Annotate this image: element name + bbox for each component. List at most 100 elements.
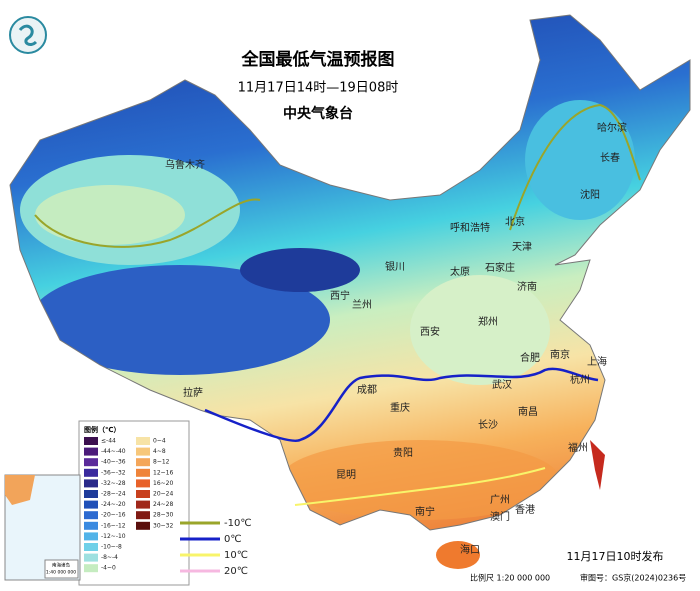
legend-rows: ≤-44 -44~-40 -40~-36 -36~-32 -32~-28 -28~-24 -… — [84, 437, 173, 573]
city-label: 长沙 — [478, 419, 498, 431]
city-label: 哈尔滨 — [597, 121, 627, 134]
legend-title: 图例（℃） — [84, 425, 120, 434]
legend-label: -36~-32 — [101, 469, 126, 476]
city-label: 乌鲁木齐 — [165, 158, 205, 171]
city-label: 昆明 — [336, 469, 356, 481]
city-label: 兰州 — [352, 298, 372, 311]
city-label: 广州 — [490, 494, 510, 506]
city-label: 澳门 — [490, 510, 510, 523]
inset-scale: 1:40 000 000 — [46, 570, 76, 576]
legend-label: -10~-8 — [101, 544, 122, 551]
contour-10 — [294, 467, 546, 506]
city-label: 太原 — [450, 265, 470, 278]
legend-swatch — [84, 437, 98, 445]
legend-label: -4~0 — [101, 565, 116, 572]
legend-label: 30~32 — [153, 522, 173, 529]
city-label: 南昌 — [518, 405, 538, 418]
city-label: 拉萨 — [183, 386, 203, 399]
legend-swatch — [84, 500, 98, 509]
city-label: 海口 — [460, 543, 480, 556]
city-label: 杭州 — [570, 373, 590, 386]
city-label: 香港 — [515, 504, 535, 516]
city-label: 重庆 — [390, 401, 410, 414]
city-label: 石家庄 — [485, 261, 515, 274]
legend-label: -32~-28 — [101, 480, 126, 487]
city-label: 济南 — [517, 280, 537, 293]
release-time: 11月17日10时发布 — [567, 549, 664, 563]
city-label: 西安 — [420, 325, 440, 338]
city-label: 南京 — [550, 348, 570, 361]
legend-swatch — [84, 458, 98, 467]
legend-swatch — [136, 437, 150, 445]
legend-label: 28~30 — [153, 512, 173, 519]
city-label: 银川 — [385, 260, 405, 273]
legend-label: -40~-36 — [101, 459, 126, 466]
contour-label: 20℃ — [224, 566, 248, 577]
city-label: 沈阳 — [580, 188, 600, 201]
legend-swatch — [84, 447, 98, 456]
legend-swatch — [84, 532, 98, 541]
city-label: 南宁 — [415, 505, 435, 518]
city-label: 郑州 — [478, 315, 498, 328]
subtitle: 11月17日14时—19日08时 — [238, 81, 399, 96]
legend-swatch — [84, 511, 98, 520]
taiwan — [590, 440, 605, 490]
city-label: 天津 — [512, 241, 532, 253]
inset: 南海诸岛 1:40 000 000 — [4, 474, 81, 581]
city-label: 呼和浩特 — [450, 222, 490, 234]
city-label: 武汉 — [492, 378, 512, 391]
legend-swatch — [136, 458, 150, 467]
legend-label: 16~20 — [153, 480, 173, 487]
hainan — [436, 541, 480, 569]
legend-label: 0~4 — [153, 438, 166, 445]
legend-swatch — [84, 564, 98, 573]
contour-minus-10 — [34, 103, 641, 248]
legend-label: 24~28 — [153, 501, 173, 508]
legend-label: -8~-4 — [101, 554, 118, 561]
legend-label: 4~8 — [153, 448, 166, 455]
legend-label: 20~24 — [153, 491, 173, 498]
legend-swatch — [136, 479, 150, 488]
legend-label: -16~-12 — [101, 522, 126, 529]
contour-label: 10℃ — [224, 550, 248, 561]
legend-label: -44~-40 — [101, 448, 126, 455]
legend-swatch — [84, 468, 98, 477]
legend-swatch — [84, 521, 98, 530]
legend-swatch — [136, 468, 150, 477]
scale: 比例尺 1:20 000 000 — [470, 573, 550, 583]
city-label: 贵阳 — [393, 446, 413, 459]
inset-title: 南海诸岛 — [52, 562, 70, 569]
city-label: 北京 — [505, 215, 525, 228]
legend-swatch — [136, 500, 150, 509]
legend-swatch — [136, 447, 150, 456]
legend-label: -28~-24 — [101, 491, 126, 498]
legend-swatch — [136, 490, 150, 498]
legend-swatch — [84, 490, 98, 498]
legend-swatch — [136, 511, 150, 520]
city-label: 西宁 — [330, 289, 350, 302]
legend-swatch — [84, 479, 98, 488]
legend-swatch — [84, 543, 98, 551]
legend-label: ≤-44 — [101, 438, 116, 445]
city-label: 长春 — [600, 152, 620, 164]
legend-label: 12~16 — [153, 469, 173, 476]
legend-label: -12~-10 — [101, 533, 126, 540]
issuer: 中央气象台 — [283, 105, 353, 122]
legend-label: -24~-20 — [101, 501, 126, 508]
contour-label: 0℃ — [224, 534, 242, 545]
title: 全国最低气温预报图 — [241, 49, 395, 70]
legend-swatch — [84, 553, 98, 562]
city-label: 合肥 — [520, 351, 540, 364]
approval: 审图号：GS京(2024)0236号 — [580, 573, 686, 583]
legend-label: -20~-16 — [101, 512, 126, 519]
city-label: 福州 — [568, 441, 588, 454]
city-label: 上海 — [587, 355, 607, 368]
emblem — [9, 16, 47, 54]
city-label: 成都 — [357, 384, 377, 396]
legend: 图例（℃） ≤-44 -44~-40 -40~-36 -36~-32 -32~-28 -2… — [78, 420, 190, 586]
contour-label: -10℃ — [224, 518, 252, 529]
contour-0 — [204, 367, 599, 443]
contour-legend: -10℃ 0℃ 10℃ 20℃ — [180, 518, 252, 577]
